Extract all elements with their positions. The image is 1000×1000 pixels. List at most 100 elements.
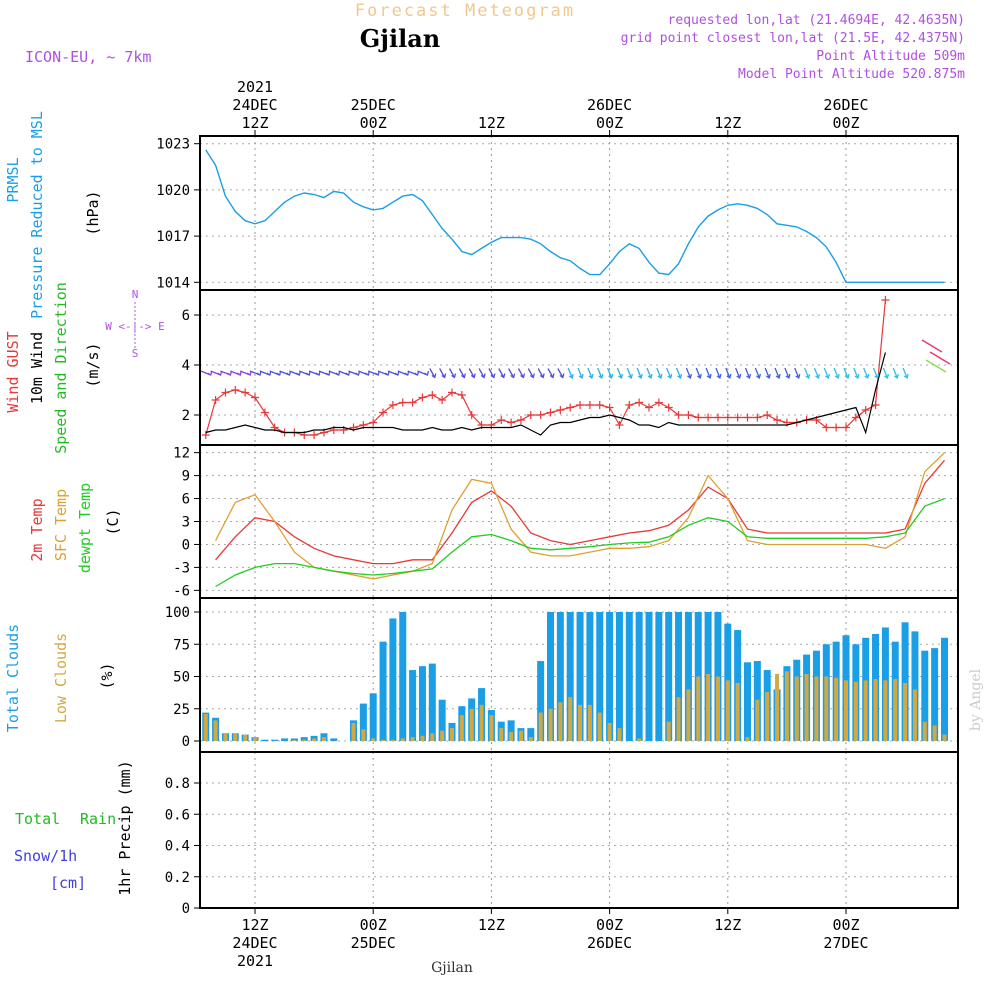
wind-direction-arrow (468, 368, 475, 378)
gust-marker (221, 388, 230, 397)
wind-direction-arrow-head (296, 370, 302, 377)
wind-direction-arrow (794, 367, 800, 379)
y-tick-label: 3 (182, 515, 190, 531)
wind-direction-arrow-head (824, 373, 830, 380)
y-tick-label: 9 (182, 469, 190, 485)
gust-marker (408, 398, 417, 407)
gust-marker (546, 408, 555, 417)
wind-direction-arrow-head (765, 373, 771, 380)
temp-series-0 (215, 459, 945, 565)
wind-direction-arrow-head (627, 373, 633, 380)
y-tick-label: 0.6 (165, 807, 190, 823)
gust-marker (615, 421, 624, 429)
top-axis-label: 12Z (241, 114, 268, 132)
total-clouds-bar (271, 739, 279, 741)
total-clouds-bar (911, 631, 919, 741)
compass-north: N (132, 288, 139, 301)
wind-direction-arrow-head (236, 370, 242, 377)
header-model-altitude: Model Point Altitude 520.875m (738, 67, 965, 82)
total-clouds-bar (359, 703, 367, 741)
wind-direction-arrow-head (217, 370, 223, 377)
wind-direction-arrow-head (460, 373, 466, 379)
total-clouds-bar (300, 737, 308, 741)
low-clouds-bar (302, 739, 307, 741)
low-clouds-bar (765, 691, 770, 741)
low-clouds-bar (853, 681, 858, 741)
bottom-axis-label: 12Z (241, 916, 268, 934)
wind-direction-arrow-head (480, 373, 486, 379)
wind-direction-arrow-head (893, 373, 899, 380)
low-clouds-bar (804, 673, 809, 741)
low-clouds-bar (755, 699, 760, 741)
y-tick-label: 4 (182, 358, 190, 374)
gust-marker (605, 403, 614, 412)
precip-label-cm: [cm] (50, 874, 86, 892)
total-clouds-bar (625, 612, 633, 741)
gust-marker (723, 413, 732, 422)
panel-label-pressure: Pressure Reduced to MSL (28, 111, 46, 319)
wind-direction-arrow-head (785, 373, 791, 380)
wind-direction-arrow-strong (921, 339, 943, 353)
low-clouds-bar (292, 739, 297, 741)
y-tick-label: 6 (182, 308, 190, 324)
low-clouds-bar (932, 725, 937, 741)
gust-marker (438, 396, 447, 404)
wind-direction-arrow (547, 368, 554, 378)
low-clouds-bar (223, 733, 228, 741)
y-tick-label: 1023 (156, 137, 190, 153)
compass-south: S (132, 347, 139, 360)
wind-direction-arrow-head (414, 370, 420, 377)
gust-marker (379, 408, 388, 417)
low-clouds-bar (715, 676, 720, 741)
wind-direction-arrow (587, 367, 593, 379)
wind-direction-arrow-head (667, 373, 673, 380)
total-clouds-bar (744, 662, 751, 741)
low-clouds-bar (312, 738, 317, 741)
wind-direction-arrow-head (510, 373, 516, 379)
wind-direction-arrow-head (539, 373, 545, 379)
wind-direction-arrow (764, 367, 770, 379)
top-axis-label: 00Z (596, 114, 623, 132)
total-clouds-bar (537, 661, 545, 741)
wind-direction-arrow-head (657, 373, 663, 380)
gust-marker (497, 416, 506, 424)
low-clouds-bar (233, 733, 238, 741)
gust-marker (822, 423, 831, 432)
panel-label-percent: (%) (98, 662, 116, 689)
wind-direction-arrow (646, 367, 652, 379)
wind-direction-arrow-head (441, 373, 447, 379)
precip-label-rain: Rain (80, 810, 116, 828)
wind-direction-arrow (754, 367, 760, 379)
bottom-axis-label: 12Z (714, 916, 741, 934)
total-clouds-bar (615, 612, 623, 741)
low-clouds-bar (597, 712, 602, 741)
low-clouds-bar (203, 713, 208, 741)
gust-marker (398, 398, 407, 407)
gust-marker (871, 401, 880, 409)
wind-direction-arrow-head (549, 373, 555, 379)
wind-direction-arrow-head (647, 373, 653, 380)
panel-frame-wind (199, 289, 959, 446)
total-clouds-bar (261, 739, 269, 741)
top-axis-label: 24DEC (232, 96, 277, 114)
total-clouds-bar (675, 612, 683, 741)
low-clouds-bar (617, 728, 622, 741)
low-clouds-bar (410, 737, 415, 741)
low-clouds-bar (390, 739, 395, 741)
bottom-axis-label: 00Z (360, 916, 387, 934)
total-clouds-bar (389, 618, 397, 741)
wind-direction-arrow (853, 367, 859, 379)
gust-marker (516, 416, 525, 424)
total-clouds-bar (330, 738, 338, 741)
wind-direction-arrow-head (884, 373, 890, 380)
wind-direction-arrow-head (520, 373, 526, 379)
gust-marker (211, 396, 220, 404)
gust-marker (713, 413, 722, 422)
panel-label-celsius: (C) (104, 508, 122, 535)
gust-marker (842, 423, 850, 432)
gust-marker (388, 401, 397, 409)
wind-direction-arrow (803, 367, 810, 379)
wind-direction-arrow (606, 367, 613, 379)
bottom-axis-label: 00Z (596, 916, 623, 934)
